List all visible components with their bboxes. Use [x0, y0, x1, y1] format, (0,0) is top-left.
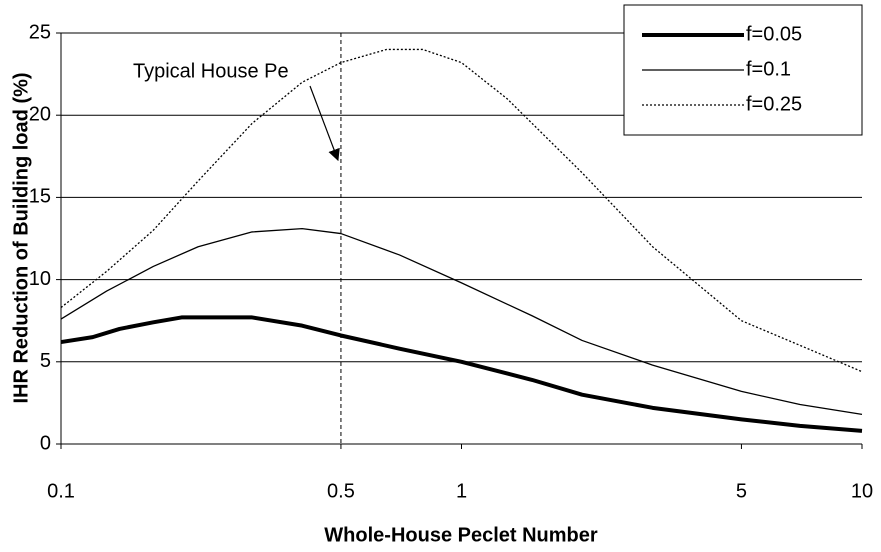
- x-tick-label: 0.1: [47, 480, 75, 502]
- y-tick-label: 10: [29, 268, 51, 290]
- x-tick-label: 5: [736, 480, 747, 502]
- y-axis-label: IHR Reduction of Building load (%): [10, 72, 32, 403]
- x-tick-label: 10: [851, 480, 873, 502]
- y-tick-label: 5: [40, 350, 51, 372]
- y-tick-label: 25: [29, 21, 51, 43]
- y-tick-label: 15: [29, 186, 51, 208]
- line-series: [60, 315, 863, 433]
- annotation-arrow: [309, 85, 340, 162]
- legend-label: f=0.05: [746, 23, 802, 45]
- legend-label: f=0.25: [746, 93, 802, 115]
- x-tick-label: 1: [456, 480, 467, 502]
- x-tick-label: 0.5: [327, 480, 355, 502]
- line-series: [60, 48, 863, 373]
- legend-label: f=0.1: [746, 58, 791, 80]
- annotation-text: Typical House Pe: [133, 60, 289, 82]
- x-axis-label: Whole-House Peclet Number: [324, 524, 598, 546]
- y-tick-label: 0: [40, 432, 51, 454]
- line-series: [60, 227, 863, 416]
- y-tick-label: 20: [29, 103, 51, 125]
